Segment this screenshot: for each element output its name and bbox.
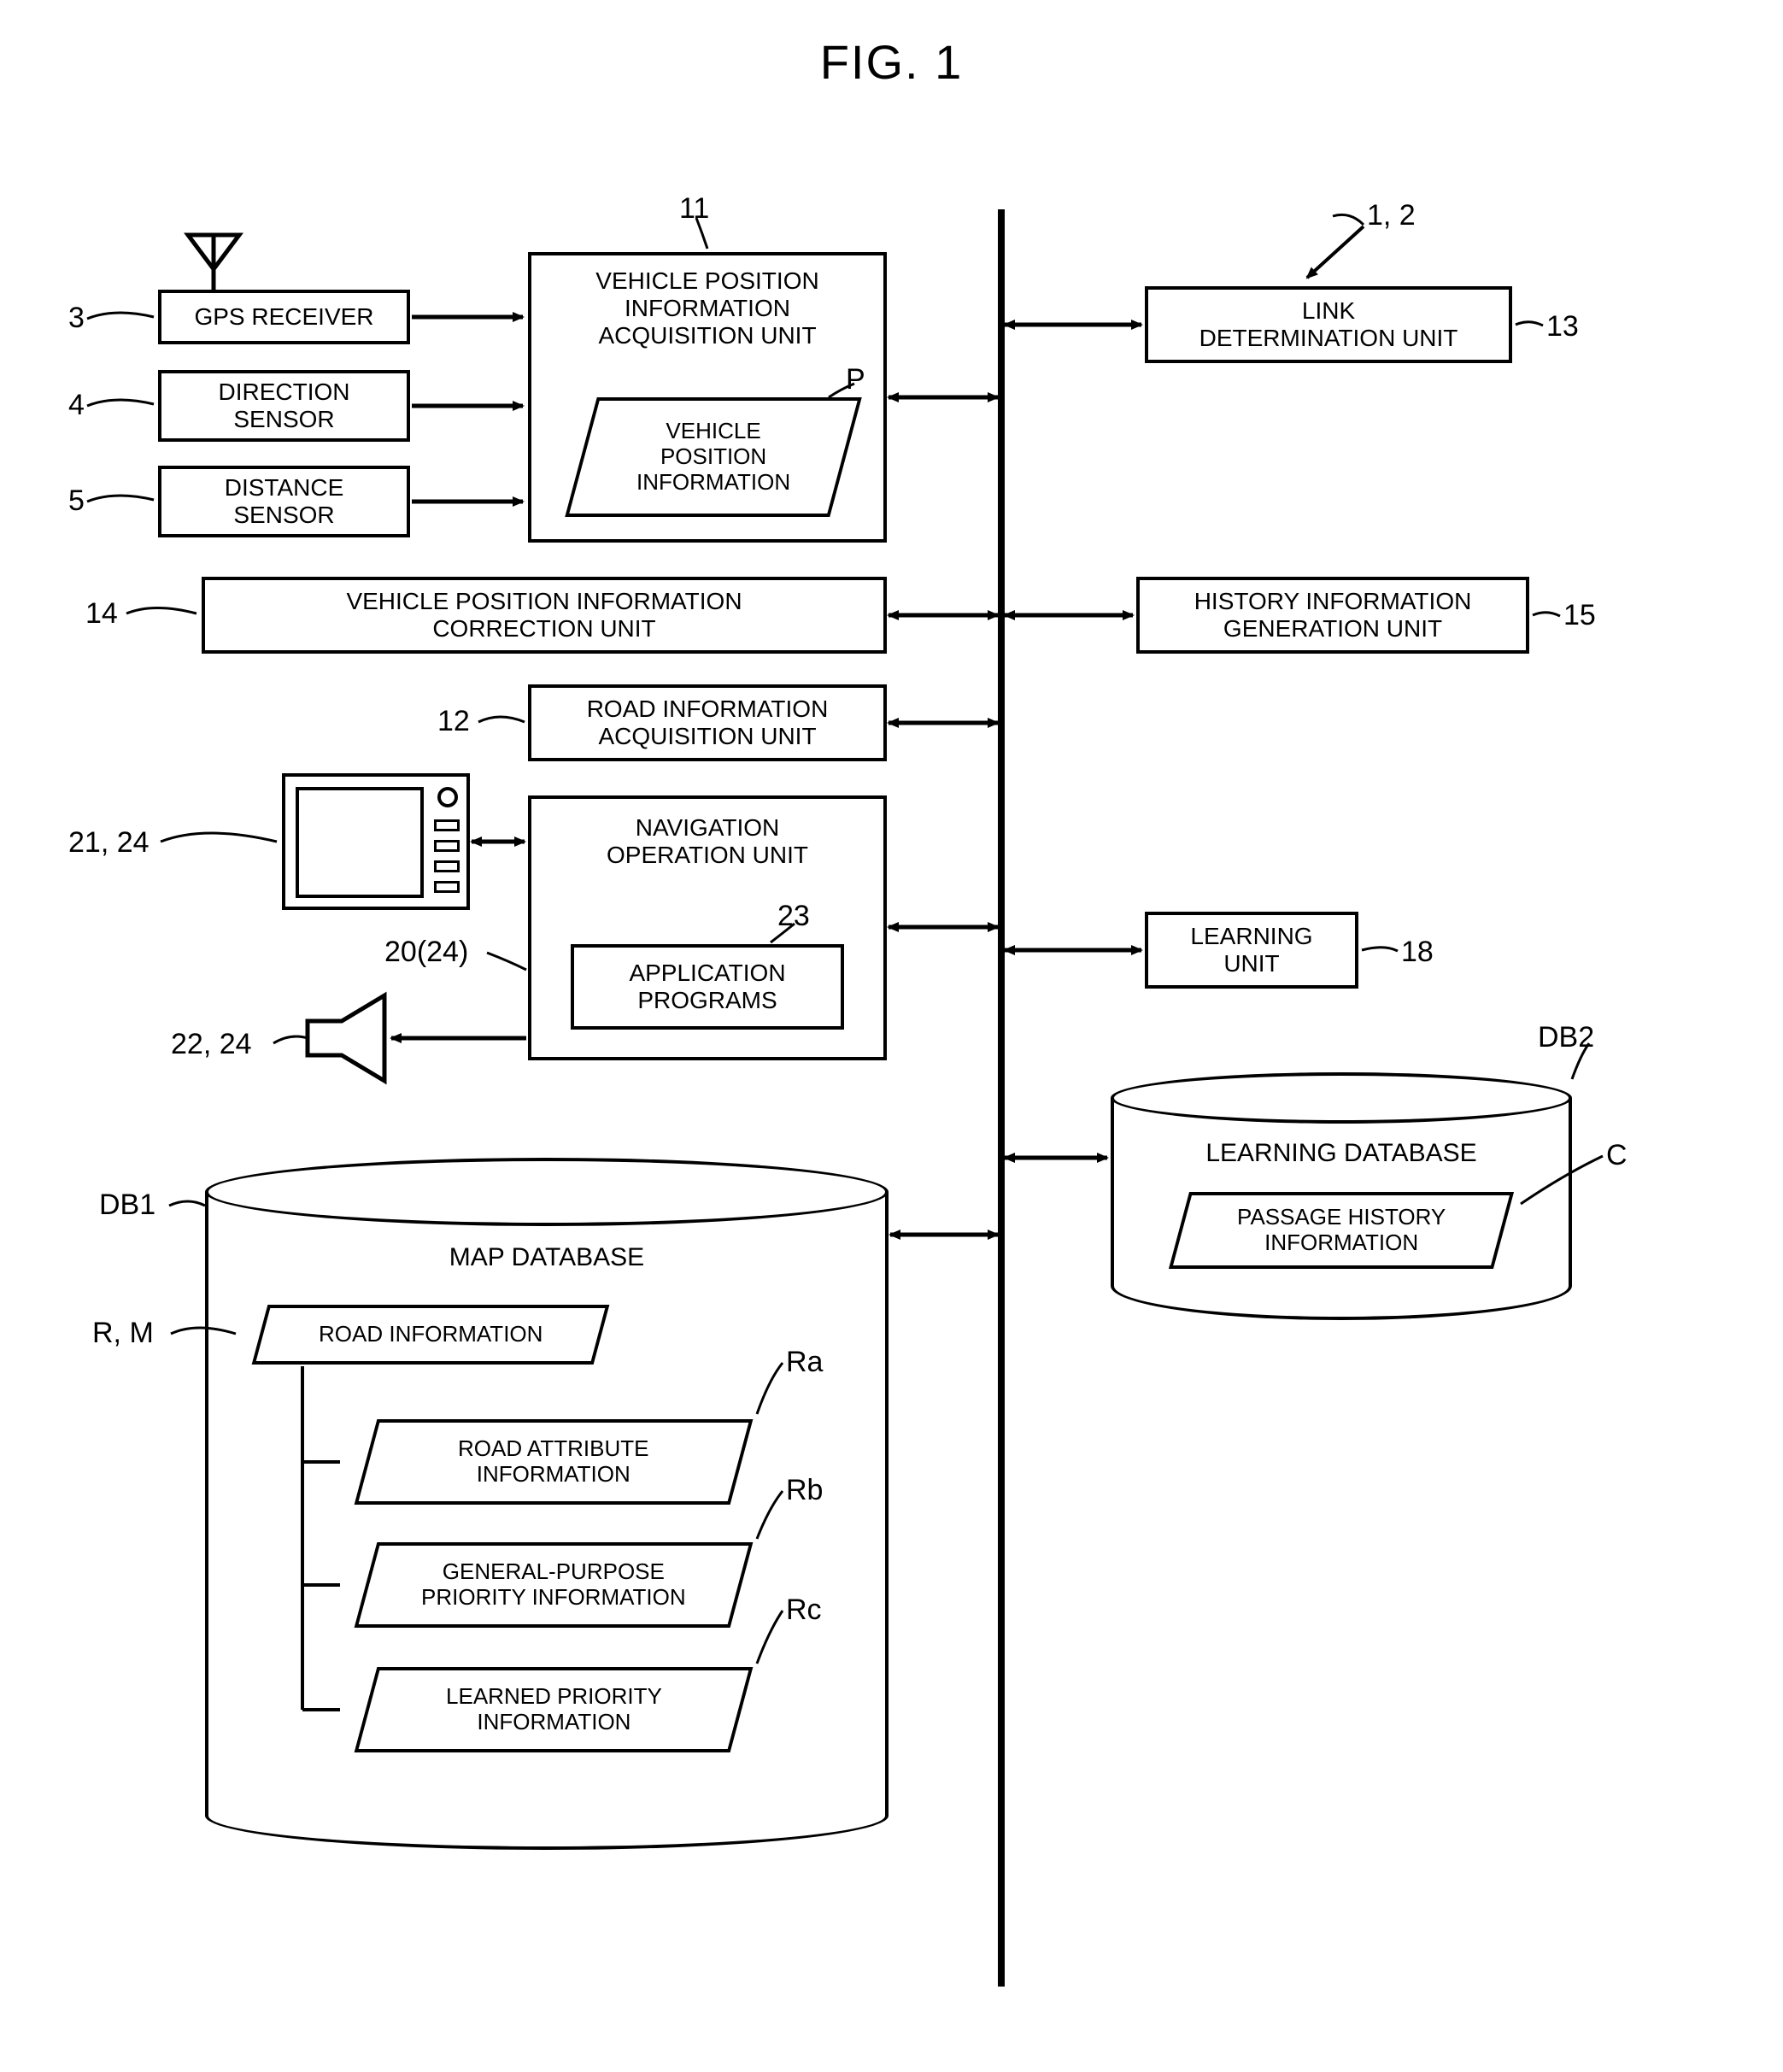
road-attr-label: ROAD ATTRIBUTE INFORMATION xyxy=(458,1436,648,1488)
label-11: 11 xyxy=(679,192,709,226)
label-3: 3 xyxy=(68,302,85,335)
label-2124: 21, 24 xyxy=(68,826,150,860)
label-rm: R, M xyxy=(92,1317,154,1350)
learning-db-title: LEARNING DATABASE xyxy=(1111,1139,1572,1168)
riau-box: ROAD INFORMATION ACQUISITION UNIT xyxy=(528,684,887,761)
label-rb: Rb xyxy=(786,1474,823,1507)
block-diagram: GPS RECEIVER 3 DIRECTION SENSOR 4 DISTAN… xyxy=(34,158,1749,2038)
vpi-parallelogram: VEHICLE POSITION INFORMATION xyxy=(565,397,862,517)
label-13: 13 xyxy=(1546,310,1579,343)
display-icon xyxy=(282,773,470,910)
vpicu-label: VEHICLE POSITION INFORMATION CORRECTION … xyxy=(346,588,742,643)
gen-prio-label: GENERAL-PURPOSE PRIORITY INFORMATION xyxy=(421,1559,686,1611)
learned-prio-parallelogram: LEARNED PRIORITY INFORMATION xyxy=(355,1667,754,1752)
app-prog-label: APPLICATION PROGRAMS xyxy=(629,960,785,1014)
link-det-box: LINK DETERMINATION UNIT xyxy=(1145,286,1512,363)
road-info-parallelogram: ROAD INFORMATION xyxy=(252,1305,610,1365)
hist-gen-box: HISTORY INFORMATION GENERATION UNIT xyxy=(1136,577,1529,654)
label-rc: Rc xyxy=(786,1594,822,1627)
label-ra: Ra xyxy=(786,1346,823,1379)
label-14: 14 xyxy=(85,597,118,631)
label-2024: 20(24) xyxy=(384,936,468,969)
app-prog-box: APPLICATION PROGRAMS xyxy=(571,944,844,1030)
label-5: 5 xyxy=(68,484,85,518)
learn-unit-box: LEARNING UNIT xyxy=(1145,912,1358,989)
label-db1: DB1 xyxy=(99,1189,155,1222)
vpi-label: VEHICLE POSITION INFORMATION xyxy=(636,419,790,496)
phi-parallelogram: PASSAGE HISTORY INFORMATION xyxy=(1169,1192,1514,1269)
label-12: 12 xyxy=(437,705,470,738)
distance-sensor-label: DISTANCE SENSOR xyxy=(225,474,344,529)
road-info-label: ROAD INFORMATION xyxy=(319,1322,543,1347)
road-attr-parallelogram: ROAD ATTRIBUTE INFORMATION xyxy=(355,1419,754,1505)
label-23: 23 xyxy=(777,900,810,933)
nav-op-label: NAVIGATION OPERATION UNIT xyxy=(607,814,808,869)
hist-gen-label: HISTORY INFORMATION GENERATION UNIT xyxy=(1194,588,1472,643)
vpicu-box: VEHICLE POSITION INFORMATION CORRECTION … xyxy=(202,577,887,654)
label-18: 18 xyxy=(1401,936,1434,969)
phi-label: PASSAGE HISTORY INFORMATION xyxy=(1237,1205,1446,1256)
label-c: C xyxy=(1606,1139,1628,1172)
gps-receiver-box: GPS RECEIVER xyxy=(158,290,410,344)
label-4: 4 xyxy=(68,389,85,422)
figure-title: FIG. 1 xyxy=(34,34,1749,90)
gen-prio-parallelogram: GENERAL-PURPOSE PRIORITY INFORMATION xyxy=(355,1542,754,1628)
distance-sensor-box: DISTANCE SENSOR xyxy=(158,466,410,537)
learn-unit-label: LEARNING UNIT xyxy=(1190,923,1312,977)
gps-receiver-label: GPS RECEIVER xyxy=(194,303,373,331)
main-bus xyxy=(998,209,1005,1987)
direction-sensor-box: DIRECTION SENSOR xyxy=(158,370,410,442)
map-db-title: MAP DATABASE xyxy=(205,1243,889,1272)
vpiau-label: VEHICLE POSITION INFORMATION ACQUISITION… xyxy=(595,267,818,350)
label-p: P xyxy=(846,363,865,396)
riau-label: ROAD INFORMATION ACQUISITION UNIT xyxy=(587,696,829,750)
label-15: 15 xyxy=(1563,599,1596,632)
learned-prio-label: LEARNED PRIORITY INFORMATION xyxy=(446,1684,662,1735)
label-12-top: 1, 2 xyxy=(1367,199,1416,232)
label-2224: 22, 24 xyxy=(171,1028,252,1061)
link-det-label: LINK DETERMINATION UNIT xyxy=(1199,297,1458,352)
direction-sensor-label: DIRECTION SENSOR xyxy=(219,379,350,433)
label-db2: DB2 xyxy=(1538,1021,1594,1054)
